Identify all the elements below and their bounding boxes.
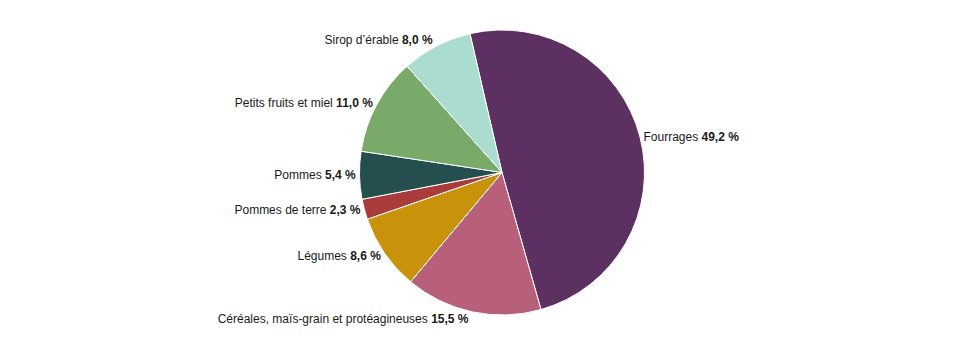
svg-text:Fourrages 49,2 %: Fourrages 49,2 % <box>643 130 739 144</box>
svg-text:Sirop d’érable 8,0 %: Sirop d’érable 8,0 % <box>325 33 433 47</box>
svg-text:Céréales, maïs-grain et protéa: Céréales, maïs-grain et protéagineuses 1… <box>218 312 469 326</box>
svg-text:Pommes 5,4 %: Pommes 5,4 % <box>274 168 356 182</box>
svg-text:Légumes 8,6 %: Légumes 8,6 % <box>297 249 381 263</box>
svg-text:Petits fruits et miel 11,0 %: Petits fruits et miel 11,0 % <box>235 96 373 110</box>
svg-text:Pommes de terre 2,3 %: Pommes de terre 2,3 % <box>234 203 360 217</box>
